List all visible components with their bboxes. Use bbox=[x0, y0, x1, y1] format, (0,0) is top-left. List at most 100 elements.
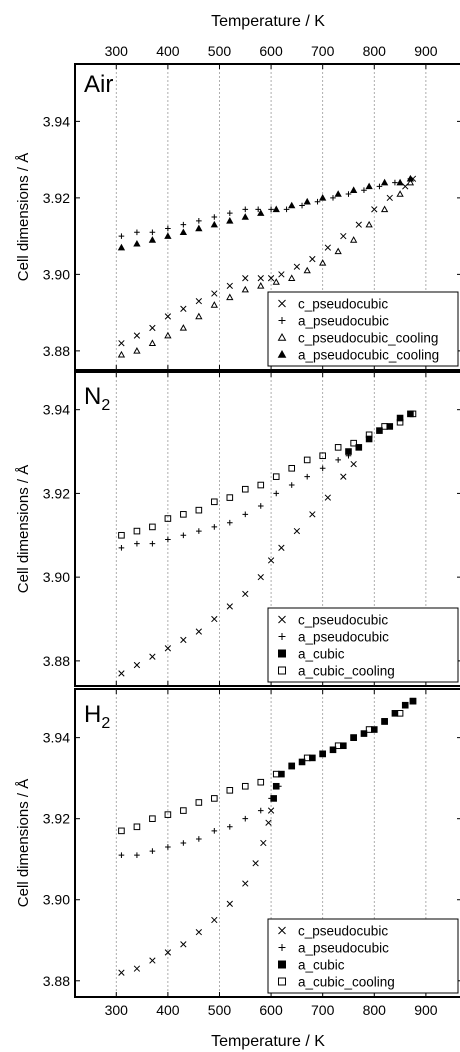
data-point bbox=[334, 444, 342, 451]
data-point bbox=[396, 190, 404, 197]
data-point bbox=[324, 244, 331, 251]
top-x-tick-label: 600 bbox=[259, 43, 283, 59]
data-point bbox=[257, 573, 264, 581]
y-axis-label: Cell dimensions / Å bbox=[15, 465, 32, 593]
legend-marker bbox=[278, 960, 286, 969]
data-point bbox=[406, 174, 415, 182]
data-point bbox=[381, 718, 388, 725]
data-point bbox=[211, 795, 218, 802]
y-tick-label: 3.94 bbox=[43, 730, 70, 746]
data-point bbox=[133, 823, 141, 831]
data-point bbox=[319, 465, 326, 472]
chart-layer: 3.88 3.90 3.92 3.94 c_pseudocubic a_pseudocub… bbox=[43, 372, 460, 686]
data-point bbox=[314, 198, 321, 205]
legend-box bbox=[267, 291, 459, 367]
data-point bbox=[268, 206, 274, 213]
legend-marker bbox=[278, 666, 286, 675]
data-point bbox=[149, 324, 156, 332]
data-point bbox=[196, 528, 202, 534]
data-point bbox=[324, 494, 331, 501]
legend-marker bbox=[278, 317, 286, 324]
x-tick-label: 600 bbox=[259, 1002, 283, 1018]
data-point bbox=[260, 839, 267, 847]
data-point bbox=[288, 762, 296, 770]
data-point bbox=[299, 202, 305, 209]
data-point bbox=[303, 456, 311, 464]
data-point bbox=[380, 178, 389, 186]
data-point bbox=[349, 186, 358, 193]
series-a_pseudocubic bbox=[118, 175, 414, 239]
y-tick-label: 3.90 bbox=[43, 266, 70, 282]
data-point bbox=[298, 758, 306, 766]
data-point bbox=[272, 473, 280, 480]
data-point bbox=[283, 206, 290, 213]
data-point bbox=[350, 734, 357, 741]
data-point bbox=[133, 239, 141, 247]
data-point bbox=[133, 332, 141, 339]
data-point bbox=[278, 544, 285, 551]
data-point bbox=[330, 195, 336, 201]
data-point bbox=[180, 636, 187, 644]
data-point bbox=[335, 457, 341, 463]
data-point bbox=[211, 828, 218, 834]
data-point bbox=[211, 524, 218, 530]
top-x-tick-label: 500 bbox=[208, 43, 232, 59]
data-point bbox=[392, 179, 398, 186]
data-point bbox=[211, 290, 218, 297]
data-point bbox=[270, 795, 277, 802]
legend: c_pseudocubic a_pseudocubic a_cubic a_cubic… bbox=[267, 918, 459, 994]
series-a_pseudocubic bbox=[118, 452, 352, 551]
legend-marker bbox=[278, 615, 286, 624]
data-point bbox=[304, 473, 310, 480]
data-point bbox=[288, 274, 296, 281]
data-point bbox=[241, 782, 249, 790]
data-point bbox=[226, 216, 234, 224]
data-point bbox=[134, 229, 140, 236]
data-point bbox=[180, 941, 187, 948]
series-c_pseudocubic_cooling bbox=[117, 178, 415, 358]
legend-label: a_pseudocubic bbox=[298, 630, 389, 645]
series-c_pseudocubic bbox=[118, 175, 417, 347]
data-point bbox=[211, 498, 218, 506]
x-tick-label: 300 bbox=[105, 1002, 129, 1018]
legend-box bbox=[267, 918, 459, 994]
legend-marker bbox=[278, 944, 286, 951]
data-point bbox=[117, 243, 126, 251]
legend-label: a_cubic_cooling bbox=[298, 975, 395, 990]
top-x-tick-label: 800 bbox=[363, 43, 387, 59]
data-point bbox=[242, 275, 249, 282]
data-point bbox=[355, 444, 363, 451]
top-x-tick-label: 400 bbox=[156, 43, 180, 59]
data-point bbox=[179, 228, 188, 236]
data-point bbox=[360, 730, 368, 737]
data-point bbox=[386, 194, 393, 202]
legend-label: a_pseudocubic_cooling bbox=[298, 348, 439, 363]
data-point bbox=[165, 844, 171, 850]
data-point bbox=[149, 815, 156, 822]
legend-marker bbox=[277, 349, 287, 358]
data-point bbox=[319, 750, 326, 758]
panel-label-base: N bbox=[84, 383, 101, 410]
data-point bbox=[380, 205, 389, 213]
top-x-axis: 300 400 500 600 700 800 900 bbox=[105, 43, 438, 59]
data-point bbox=[319, 259, 327, 266]
data-point bbox=[406, 178, 415, 186]
data-point bbox=[195, 224, 203, 232]
legend-marker bbox=[278, 633, 286, 640]
data-point bbox=[227, 823, 233, 830]
data-point bbox=[226, 603, 233, 610]
data-point bbox=[241, 285, 249, 293]
top-x-tick-label: 900 bbox=[414, 43, 438, 59]
data-point bbox=[272, 770, 280, 778]
chart-layer: 3.88 3.90 3.92 3.94 c_pseudocubic a_pseudocub… bbox=[43, 64, 460, 370]
data-point bbox=[195, 628, 202, 635]
data-point bbox=[149, 540, 156, 547]
data-point bbox=[179, 324, 188, 331]
data-point bbox=[257, 275, 264, 282]
panel-h2: H2 Cell dimensions / Å 3.883.903.923.943… bbox=[15, 688, 460, 1018]
data-point bbox=[149, 653, 156, 660]
data-point bbox=[118, 545, 125, 551]
legend-marker bbox=[278, 977, 286, 986]
data-point bbox=[180, 807, 187, 814]
